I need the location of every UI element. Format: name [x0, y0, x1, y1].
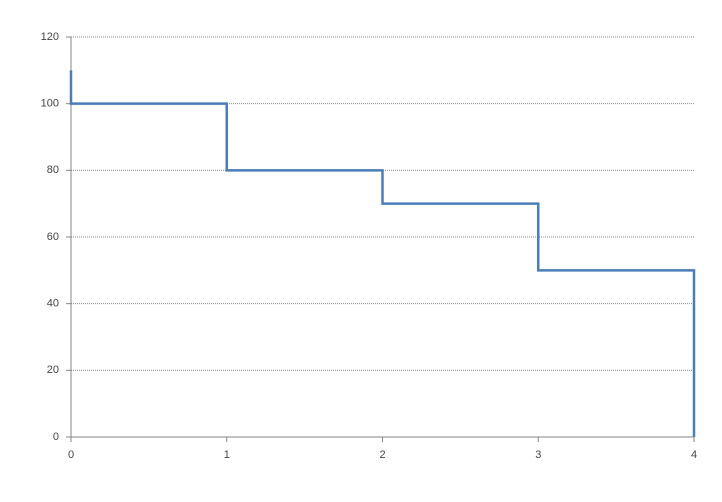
y-tick-label: 120	[41, 31, 59, 43]
x-tick-label: 1	[224, 449, 230, 461]
series-line	[69, 70, 696, 437]
x-tick-label: 3	[535, 449, 541, 461]
y-tick-label: 80	[47, 164, 59, 176]
y-tick-label: 0	[53, 431, 59, 443]
y-tick-label: 60	[47, 231, 59, 243]
y-tick-label: 100	[41, 98, 59, 110]
x-tick-label: 4	[691, 449, 697, 461]
y-tick-label: 40	[47, 298, 59, 310]
y-tick-label: 20	[47, 364, 59, 376]
x-tick-label: 0	[68, 449, 74, 461]
x-tick-label: 2	[379, 449, 385, 461]
